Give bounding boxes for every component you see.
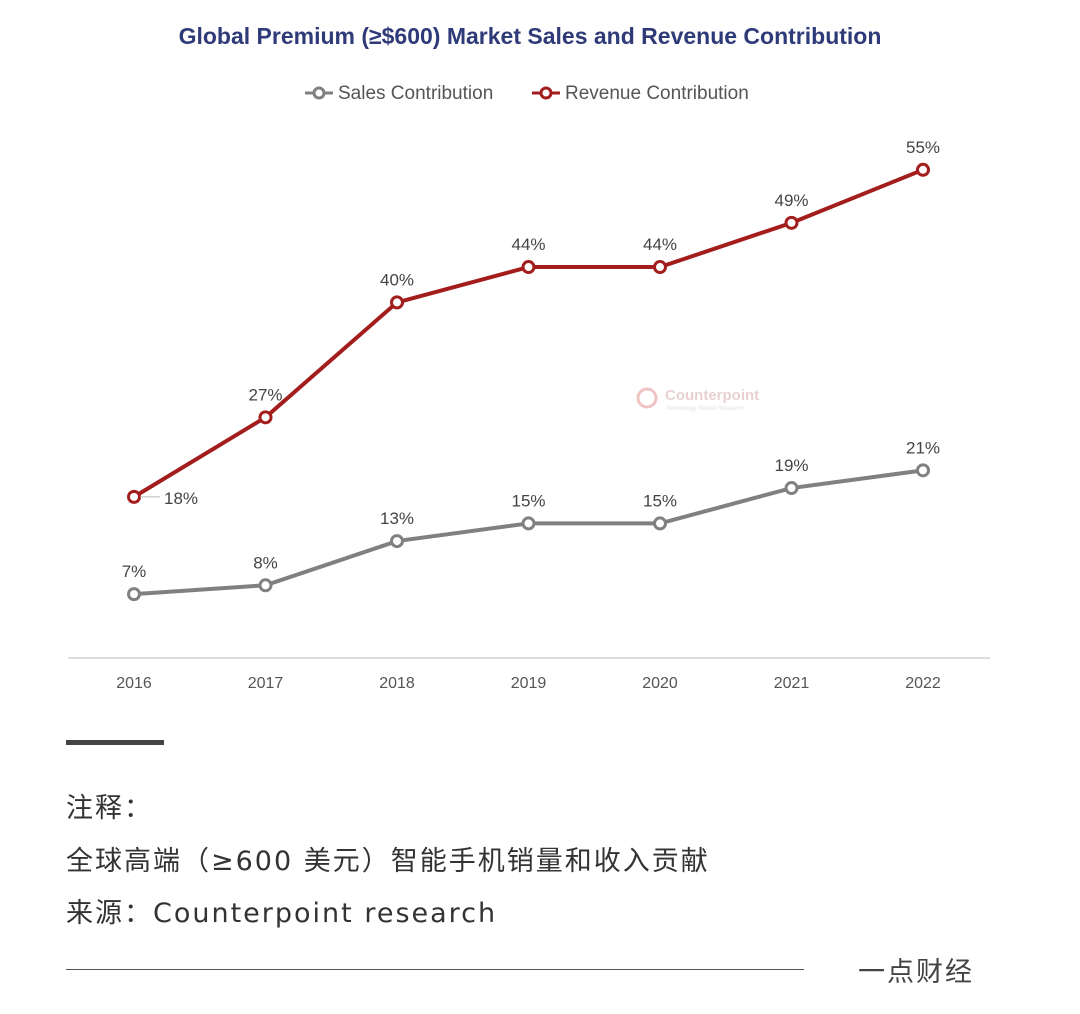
- data-label: 44%: [511, 235, 545, 254]
- notes-line1: 全球高端（≥600 美元）智能手机销量和收入贡献: [66, 846, 710, 877]
- data-point: [521, 516, 536, 531]
- x-tick-label: 2017: [248, 675, 284, 692]
- legend: Sales Contribution Revenue Contribution: [305, 83, 749, 104]
- line-chart: Global Premium (≥$600) Market Sales and …: [68, 23, 990, 692]
- x-tick-label: 2021: [774, 675, 810, 692]
- brand-label: 一点财经: [858, 957, 974, 988]
- data-label: 21%: [906, 438, 940, 457]
- data-point: [653, 516, 667, 531]
- data-label: 40%: [380, 270, 414, 289]
- series-revenue: 18% 27% 40% 44% 44% 49% 55%: [127, 138, 940, 508]
- data-point: [653, 260, 667, 275]
- x-tick-label: 2022: [905, 675, 941, 692]
- legend-marker-revenue: [539, 86, 553, 100]
- data-label: 7%: [122, 562, 147, 581]
- data-point: [127, 489, 141, 504]
- data-label: 49%: [774, 191, 808, 210]
- data-label: 18%: [164, 489, 198, 508]
- notes-heading: 注释：: [66, 793, 153, 824]
- data-label: 19%: [774, 456, 808, 475]
- series-line: [132, 167, 924, 499]
- legend-marker-sales: [312, 86, 326, 100]
- notes-source: 来源：Counterpoint research: [66, 898, 498, 929]
- legend-sales: Sales Contribution: [338, 83, 493, 104]
- series-line: [133, 468, 924, 597]
- svg-text:Counterpoint: Counterpoint: [665, 387, 759, 404]
- data-point: [784, 481, 799, 496]
- divider-bar: [66, 740, 164, 745]
- legend-revenue: Revenue Contribution: [565, 83, 749, 104]
- data-label: 55%: [906, 138, 940, 157]
- data-point: [127, 587, 141, 602]
- data-point: [916, 463, 930, 478]
- watermark: Counterpoint Technology Market Research: [636, 387, 759, 412]
- data-point: [521, 260, 536, 275]
- data-label: 15%: [511, 491, 545, 510]
- data-label: 15%: [643, 491, 677, 510]
- data-point: [390, 534, 404, 549]
- data-label: 44%: [643, 235, 677, 254]
- chart-title: Global Premium (≥$600) Market Sales and …: [179, 23, 882, 49]
- series-sales: 7% 8% 13% 15% 15% 19% 21%: [122, 438, 940, 602]
- svg-text:Technology Market Research: Technology Market Research: [666, 406, 744, 412]
- data-point: [916, 162, 930, 177]
- data-label: 27%: [248, 385, 282, 404]
- data-label: 13%: [380, 509, 414, 528]
- x-tick-label: 2020: [642, 675, 678, 692]
- x-tick-label: 2016: [116, 675, 152, 692]
- data-label: 8%: [253, 553, 278, 572]
- x-tick-label: 2018: [379, 675, 415, 692]
- data-point: [390, 295, 404, 310]
- x-tick-label: 2019: [511, 675, 547, 692]
- data-point: [258, 578, 273, 593]
- data-point: [784, 215, 799, 230]
- footer-rule: [66, 969, 804, 970]
- data-point: [258, 410, 273, 425]
